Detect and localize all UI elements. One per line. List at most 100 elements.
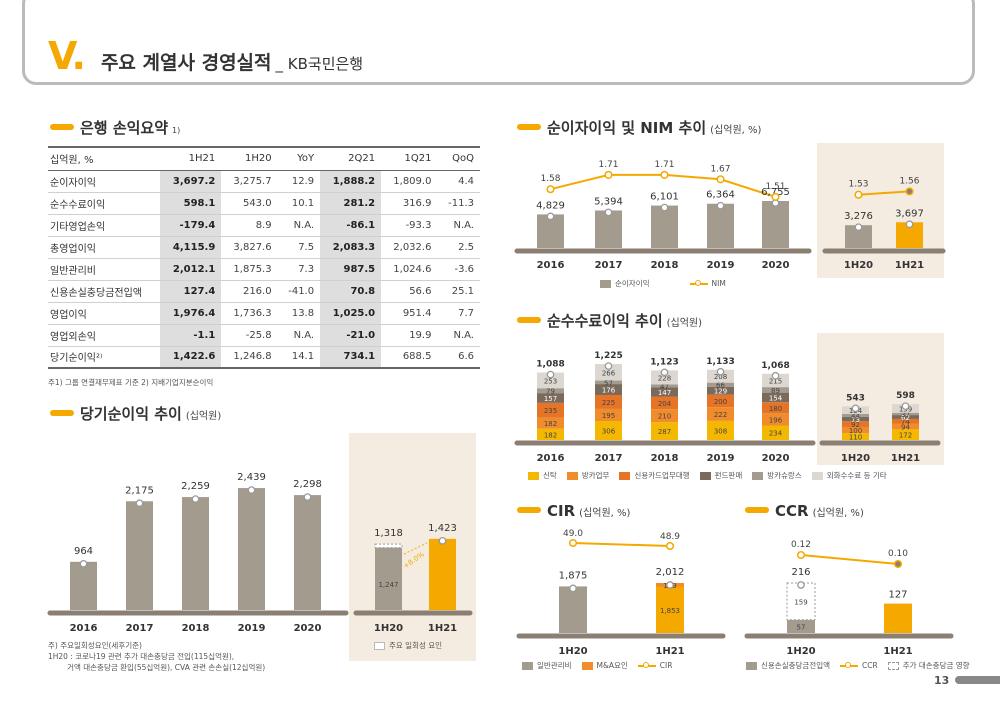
tick-label: 1H21 bbox=[895, 260, 924, 271]
bar-segment bbox=[537, 393, 564, 403]
value-marker bbox=[716, 367, 725, 376]
cir-legend: 일반관리비 M&A요인 CIR bbox=[512, 660, 672, 671]
bar-segment bbox=[707, 386, 734, 395]
segment-label: 235 bbox=[544, 407, 557, 415]
cir-line bbox=[572, 542, 671, 547]
table-row: 일반관리비 2,012.1 1,875.3 7.3 987.5 1,024.6 -3.6 bbox=[48, 258, 480, 281]
data-label: 3,697 bbox=[895, 208, 924, 219]
data-label: 4,829 bbox=[536, 200, 565, 211]
table-cell: 영업이익 bbox=[48, 302, 161, 325]
segment-label: 44 bbox=[851, 412, 860, 420]
nim-point bbox=[716, 175, 725, 184]
nii-half-panel bbox=[817, 143, 944, 278]
table-header-2: 1H20 bbox=[221, 146, 278, 171]
bar bbox=[595, 210, 622, 248]
legend-swatch bbox=[811, 471, 823, 480]
page-header: V. 주요 계열사 경영실적 _ KB국민은행 bbox=[48, 34, 363, 78]
nii-half-chart: 3,276 1H20 1.53 3,697 1H21 1.56 bbox=[822, 176, 946, 271]
tick-label: 2020 bbox=[762, 260, 790, 271]
tick-label: 1H21 bbox=[891, 453, 920, 464]
bar bbox=[70, 561, 97, 610]
income-table-sup: 1) bbox=[172, 126, 181, 135]
bar-segment bbox=[707, 382, 734, 387]
legend-swatch bbox=[746, 661, 757, 670]
bar-segment bbox=[537, 388, 564, 394]
legend-label-provision: 신용손실충당금전입액 bbox=[761, 661, 830, 670]
bar-segment bbox=[651, 370, 678, 385]
table-cell: -86.1 bbox=[320, 214, 382, 237]
data-label: 1,123 bbox=[650, 357, 678, 367]
bar-segment bbox=[842, 433, 869, 440]
segment-label: 215 bbox=[769, 377, 782, 385]
bar bbox=[559, 586, 587, 633]
table-header-row: 십억원, % 1H21 1H20 YoY 2Q21 1Q21 QoQ bbox=[48, 146, 480, 171]
bar-segment bbox=[537, 402, 564, 418]
legend-label-ccr: CCR bbox=[862, 661, 878, 670]
segment-label: 100 bbox=[849, 427, 862, 435]
segment-label: 253 bbox=[544, 377, 557, 385]
value-marker bbox=[79, 559, 88, 568]
net-income-half-legend: 주요 일회성 요인 bbox=[366, 640, 442, 651]
nim-label: 1.71 bbox=[654, 160, 674, 170]
value-marker bbox=[851, 404, 860, 413]
value-marker bbox=[247, 486, 256, 494]
page-bar bbox=[955, 676, 1000, 684]
bar-segment bbox=[595, 408, 622, 422]
table-cell: 총영업이익 bbox=[48, 236, 161, 259]
nim-label: 1.58 bbox=[540, 174, 560, 184]
segment-label: 66 bbox=[716, 382, 725, 390]
table-cell: 1,976.4 bbox=[160, 302, 222, 325]
page-subtitle: _ KB국민은행 bbox=[275, 55, 364, 73]
segment-label: 37 bbox=[901, 411, 910, 419]
table-cell: -25.8 bbox=[221, 324, 278, 347]
net-income-unit: (십억원) bbox=[185, 411, 222, 422]
value-marker bbox=[660, 203, 669, 212]
segment-label: 208 bbox=[714, 373, 727, 381]
ccr-heading: CCR (십억원, %) bbox=[745, 502, 864, 520]
bar bbox=[787, 619, 815, 633]
bar-segment bbox=[762, 402, 789, 414]
bar-segment bbox=[595, 364, 622, 381]
legend-label: 방카업무 bbox=[581, 471, 610, 480]
segment-label: 222 bbox=[714, 411, 727, 419]
segment-label: 306 bbox=[602, 428, 616, 436]
table-cell: -11.3 bbox=[437, 192, 480, 215]
bar-segment bbox=[595, 421, 622, 440]
table-cell: 127.4 bbox=[160, 280, 222, 303]
table-cell: 12.9 bbox=[277, 170, 321, 193]
table-cell: 일반관리비 bbox=[48, 258, 161, 281]
data-label: 1,875 bbox=[559, 570, 588, 581]
table-cell: N.A. bbox=[437, 324, 480, 347]
data-label: 5,394 bbox=[594, 196, 623, 207]
nim-line bbox=[858, 190, 910, 196]
segment-label: 308 bbox=[714, 427, 727, 435]
nii-legend: 순이자이익 NIM bbox=[590, 278, 726, 289]
table-cell: 1,736.3 bbox=[221, 302, 278, 325]
bar-segment bbox=[595, 380, 622, 385]
bar-segment bbox=[537, 417, 564, 429]
bar-segment bbox=[842, 414, 869, 417]
table-header-4: 2Q21 bbox=[320, 146, 382, 171]
table-cell: 598.1 bbox=[160, 192, 222, 215]
table-cell: 987.5 bbox=[320, 258, 382, 281]
legend-label-extra: 추가 대손충당금 영향 bbox=[902, 661, 970, 670]
nim-point bbox=[905, 187, 914, 196]
nim-point bbox=[771, 192, 780, 201]
net-income-annual-chart: 964 2016 2,175 2017 2,259 2018 2,439 2019 2,298 2… bbox=[47, 472, 349, 634]
table-cell: 3,827.6 bbox=[221, 236, 278, 259]
value-marker bbox=[303, 493, 312, 501]
table-row: 순수수료이익 598.1 543.0 10.1 281.2 316.9 -11.3 bbox=[48, 192, 480, 215]
table-cell: 1,875.3 bbox=[221, 258, 278, 281]
table-cell: 281.2 bbox=[320, 192, 382, 215]
page-title: 주요 계열사 경영실적 bbox=[100, 52, 272, 74]
table-cell: N.A. bbox=[437, 214, 480, 237]
cir-point bbox=[568, 538, 578, 548]
table-cell: 734.1 bbox=[320, 346, 382, 369]
segment-label: 79 bbox=[546, 388, 555, 396]
tick-label: 2016 bbox=[70, 623, 98, 634]
ccr-line bbox=[800, 554, 899, 565]
table-cell: 14.1 bbox=[277, 346, 321, 369]
page-number: 13 bbox=[934, 674, 950, 687]
